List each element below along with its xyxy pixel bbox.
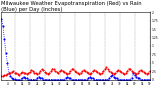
Text: Milwaukee Weather Evapotranspiration (Red) vs Rain (Blue) per Day (Inches): Milwaukee Weather Evapotranspiration (Re… bbox=[1, 1, 142, 12]
